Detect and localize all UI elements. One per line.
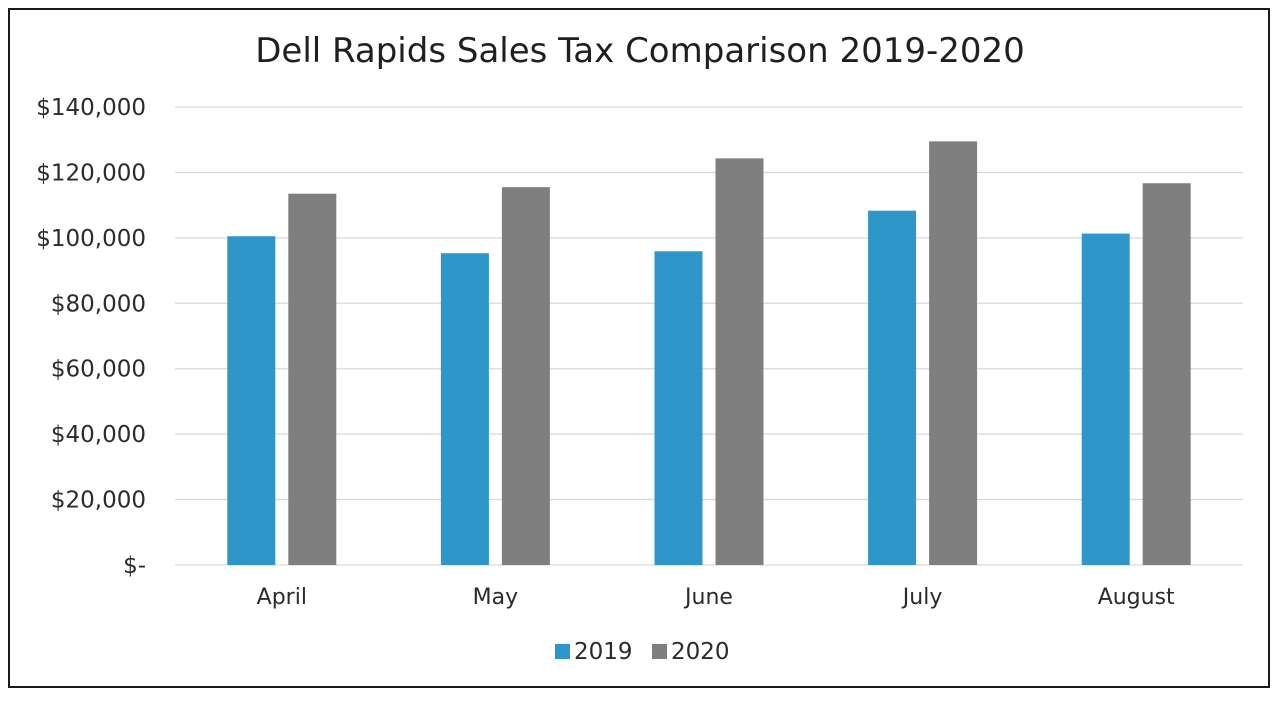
legend: 2019 2020 [555, 639, 730, 665]
legend-swatch-2019 [555, 644, 570, 659]
bars [227, 141, 1191, 566]
bar-2019-july [868, 210, 917, 565]
bar-2020-august [1142, 183, 1191, 565]
x-tick-label: May [473, 585, 518, 610]
chart-title: Dell Rapids Sales Tax Comparison 2019-20… [255, 31, 1025, 71]
x-tick-label: June [683, 585, 733, 610]
x-tick-label: August [1098, 585, 1175, 610]
y-tick-label: $40,000 [51, 422, 146, 448]
legend-swatch-2020 [652, 644, 667, 659]
bar-2020-may [501, 187, 550, 565]
bar-2020-june [715, 158, 764, 565]
legend-label-2020: 2020 [671, 639, 730, 665]
x-tick-label: April [257, 585, 307, 610]
y-tick-label: $140,000 [36, 95, 146, 121]
bar-2019-may [440, 253, 489, 566]
y-tick-label: $100,000 [36, 226, 146, 252]
bar-2019-june [654, 251, 703, 565]
bar-2020-july [929, 141, 978, 565]
legend-label-2019: 2019 [574, 639, 633, 665]
y-tick-label: $60,000 [51, 357, 146, 383]
bar-2019-april [227, 236, 276, 565]
y-tick-label: $120,000 [36, 160, 146, 186]
y-tick-label: $20,000 [51, 488, 146, 514]
y-tick-label: $- [123, 553, 146, 579]
gridlines [175, 106, 1243, 566]
chart-frame [8, 8, 1270, 688]
bar-2020-april [288, 193, 337, 565]
x-axis-ticks: April May June July August [257, 585, 1175, 610]
y-axis-ticks: $- $20,000 $40,000 $60,000 $80,000 $100,000 $1… [36, 95, 146, 579]
bar-2019-august [1081, 233, 1130, 565]
x-tick-label: July [901, 585, 943, 610]
y-tick-label: $80,000 [51, 291, 146, 317]
